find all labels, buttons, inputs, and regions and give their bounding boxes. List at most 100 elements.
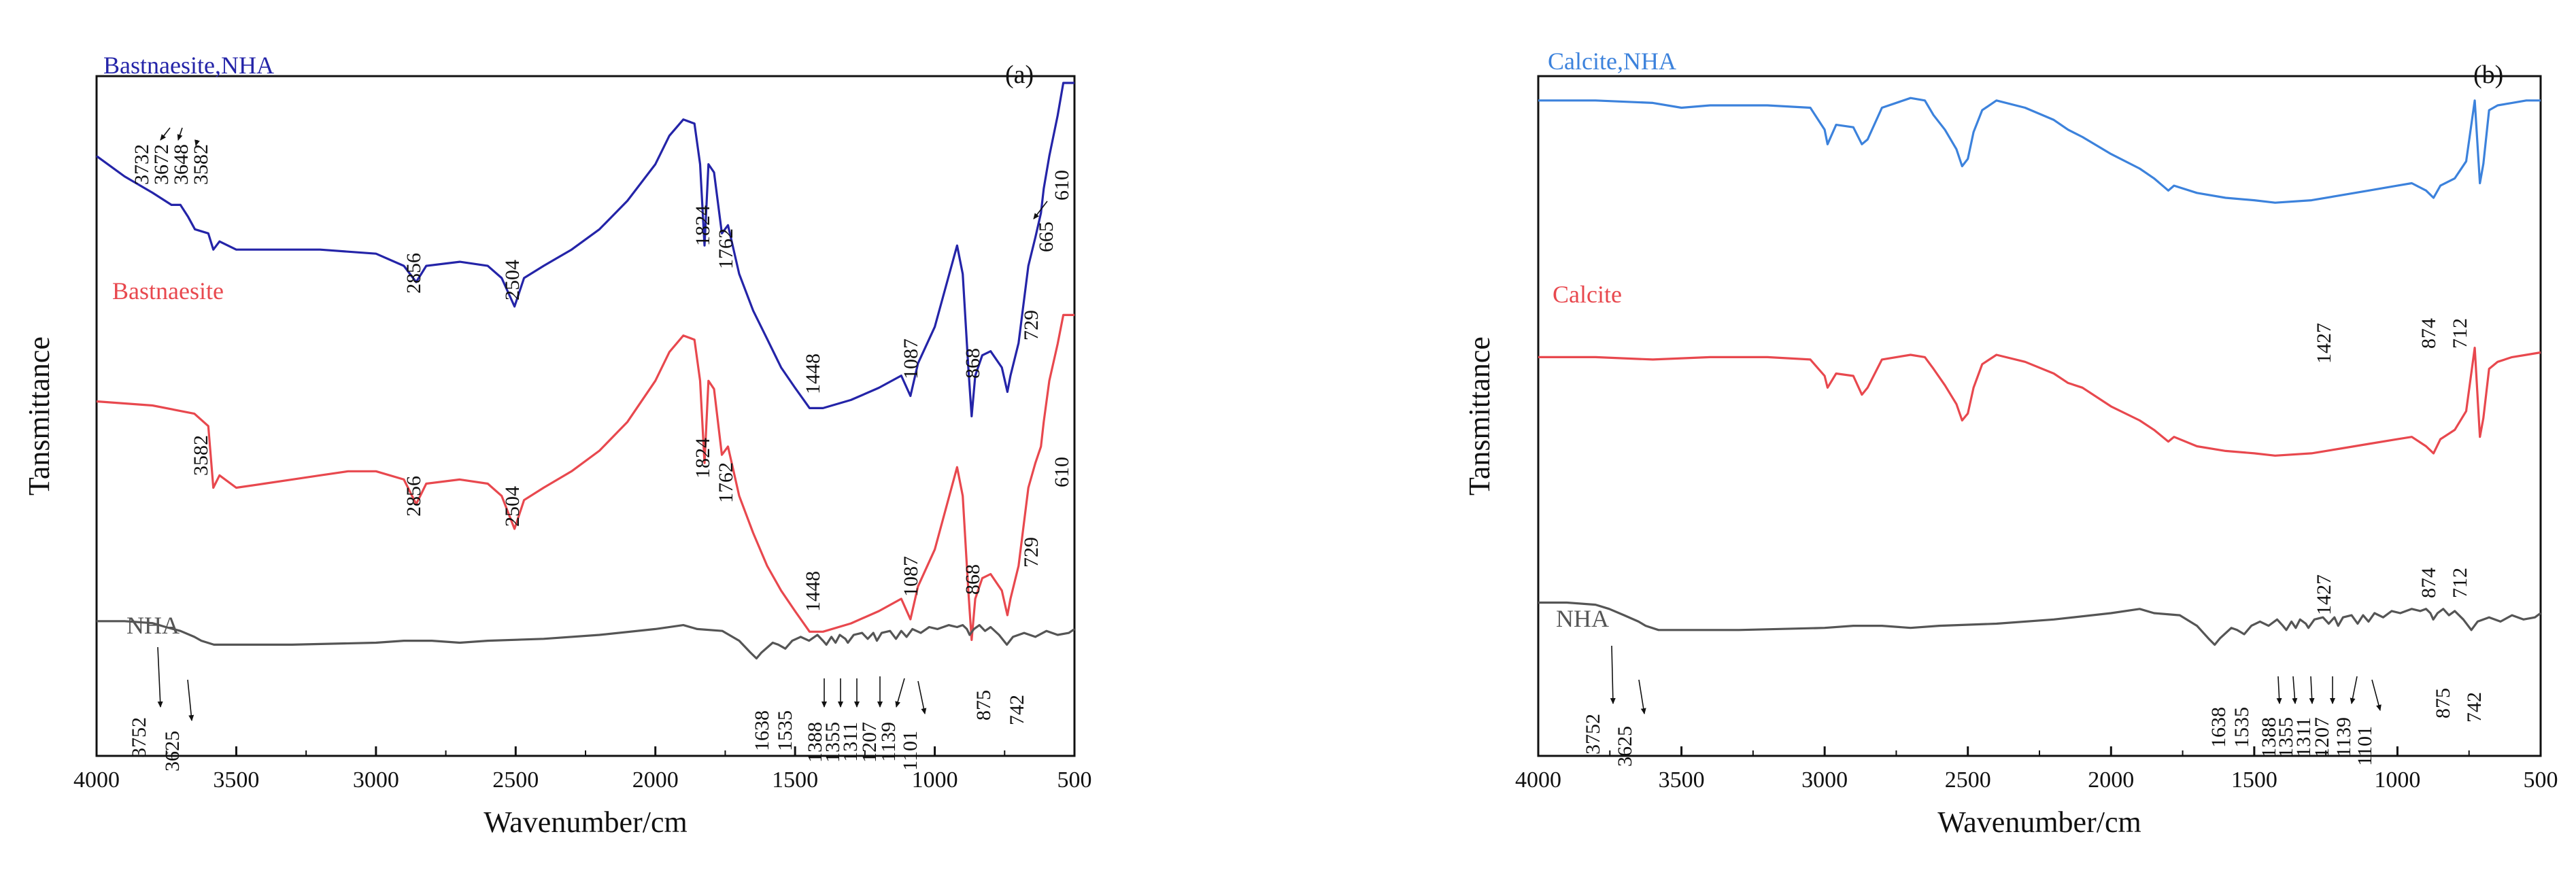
peak-annotation: 729 xyxy=(1020,537,1043,568)
peak-annotation: 1638 xyxy=(751,710,773,751)
series-label: NHA xyxy=(1556,605,1609,632)
series-line-bastnaesite-nha xyxy=(96,82,1074,417)
annotation-arrow xyxy=(1610,645,1616,704)
peak-annotation: 3582 xyxy=(190,144,212,185)
peak-annotation: 1535 xyxy=(774,710,796,751)
annotation-arrow xyxy=(2350,676,2358,704)
x-tick-label: 3500 xyxy=(1659,767,1705,793)
x-tick-label: 4000 xyxy=(73,767,120,793)
annotation-arrow xyxy=(160,127,171,141)
peak-annotation: 712 xyxy=(2449,568,2471,598)
peak-annotation: 1087 xyxy=(900,339,922,379)
x-tick-label: 3000 xyxy=(1801,767,1848,793)
annotation-arrow xyxy=(2309,676,2315,704)
peak-annotation: 3625 xyxy=(161,731,184,772)
peak-annotation: 1824 xyxy=(692,205,714,246)
chart-panel-b: 4000 3500 3000 2500 2000 1500 1000 500 Wavenumbe… xyxy=(1463,48,2558,839)
peak-annotation: 1311 xyxy=(2292,717,2315,757)
chart-panel-a: 4000 3500 3000 2500 2000 1500 1000 500 Wavenumbe… xyxy=(22,52,1092,839)
peak-annotation: 1448 xyxy=(802,353,824,394)
panel-label: (b) xyxy=(2473,60,2503,89)
series-label: Bastnaesite xyxy=(112,277,224,305)
plot-frame xyxy=(95,75,1076,757)
peak-annotation: 1139 xyxy=(2333,717,2355,757)
x-tick-label: 3500 xyxy=(213,767,259,793)
x-tick-label: 4000 xyxy=(1515,767,1561,793)
peak-annotation: 1427 xyxy=(2313,574,2335,615)
annotation-arrow xyxy=(2276,676,2282,704)
annotation-arrow xyxy=(2292,676,2298,704)
series-line-nha xyxy=(1538,601,2541,646)
peak-annotation: 1448 xyxy=(802,571,824,612)
peak-annotation: 1355 xyxy=(2275,717,2297,758)
annotation-arrow xyxy=(177,127,183,141)
peak-annotation: 3625 xyxy=(1614,726,1636,767)
x-tick-label: 1000 xyxy=(2374,767,2420,793)
peak-annotation: 2504 xyxy=(501,486,524,527)
peak-annotation: 1207 xyxy=(858,722,881,763)
x-tick-label: 1000 xyxy=(912,767,958,793)
peak-annotation: 1824 xyxy=(692,438,714,479)
x-tick-label: 2500 xyxy=(492,767,539,793)
annotation-arrow xyxy=(187,679,194,721)
series-label: NHA xyxy=(126,612,180,639)
annotation-arrow xyxy=(157,646,163,708)
panel-label: (a) xyxy=(1005,60,1034,89)
series-label: Calcite xyxy=(1553,281,1622,308)
peak-annotation: 1388 xyxy=(2258,717,2280,758)
peak-annotation: 1087 xyxy=(900,556,922,597)
y-axis-label: Tansmittance xyxy=(22,336,56,496)
peak-annotation: 1207 xyxy=(2311,717,2333,758)
peak-annotation: 1101 xyxy=(899,731,921,771)
series-line-nha xyxy=(97,620,1075,660)
peak-annotation: 3732 xyxy=(131,144,153,185)
peak-annotation: 1535 xyxy=(2231,707,2253,748)
peak-annotation: 3752 xyxy=(128,717,150,758)
peak-annotation: 1355 xyxy=(821,722,844,763)
series-label: Bastnaesite,NHA xyxy=(103,52,274,79)
peak-annotation: 2856 xyxy=(403,253,425,294)
peak-annotation: 1638 xyxy=(2207,707,2230,748)
x-tick-label: 2000 xyxy=(632,767,679,793)
peak-annotation: 1101 xyxy=(2354,726,2376,766)
peak-annotation: 874 xyxy=(2418,318,2440,349)
annotation-arrow xyxy=(895,678,905,708)
peak-annotation: 1762 xyxy=(715,228,737,269)
x-tick-label: 1500 xyxy=(772,767,818,793)
x-tick-label: 3000 xyxy=(353,767,399,793)
x-tick-label: 1500 xyxy=(2231,767,2277,793)
annotation-arrow xyxy=(1033,201,1048,220)
peak-annotation: 610 xyxy=(1051,457,1073,487)
peak-annotation: 3752 xyxy=(1582,714,1604,755)
series-label: Calcite,NHA xyxy=(1548,48,1676,75)
peak-annotation: 610 xyxy=(1051,170,1073,201)
peak-annotation: 742 xyxy=(1006,695,1028,725)
peak-annotation: 1388 xyxy=(804,722,826,763)
peak-annotation: 868 xyxy=(962,348,984,379)
peak-annotation: 3648 xyxy=(170,144,192,185)
annotation-arrow xyxy=(1638,679,1646,714)
x-axis-label: Wavenumber/cm xyxy=(1937,806,2141,839)
peak-annotation: 1311 xyxy=(839,722,862,762)
peak-annotation: 2856 xyxy=(403,476,425,517)
peak-annotation: 729 xyxy=(1020,310,1043,341)
peak-annotation: 874 xyxy=(2418,568,2440,598)
peak-annotation: 3582 xyxy=(190,435,212,476)
x-tick-label: 500 xyxy=(1057,767,1092,793)
peak-annotation: 665 xyxy=(1035,222,1057,252)
plot-frame xyxy=(1537,75,2542,757)
peak-annotation: 868 xyxy=(962,564,984,595)
annotation-arrow xyxy=(2371,679,2382,711)
x-tick-label: 2000 xyxy=(2088,767,2134,793)
x-tick-label: 500 xyxy=(2524,767,2558,793)
peak-annotation: 875 xyxy=(972,690,995,721)
peak-annotation: 1427 xyxy=(2313,323,2335,364)
annotation-arrow xyxy=(194,139,200,146)
peak-annotation: 3672 xyxy=(150,144,173,185)
peak-annotation: 1139 xyxy=(877,722,900,762)
x-axis-label: Wavenumber/cm xyxy=(484,806,687,839)
y-axis-label: Tansmittance xyxy=(1463,336,1496,496)
peak-annotation: 742 xyxy=(2463,692,2486,723)
peak-annotation: 712 xyxy=(2449,318,2471,349)
